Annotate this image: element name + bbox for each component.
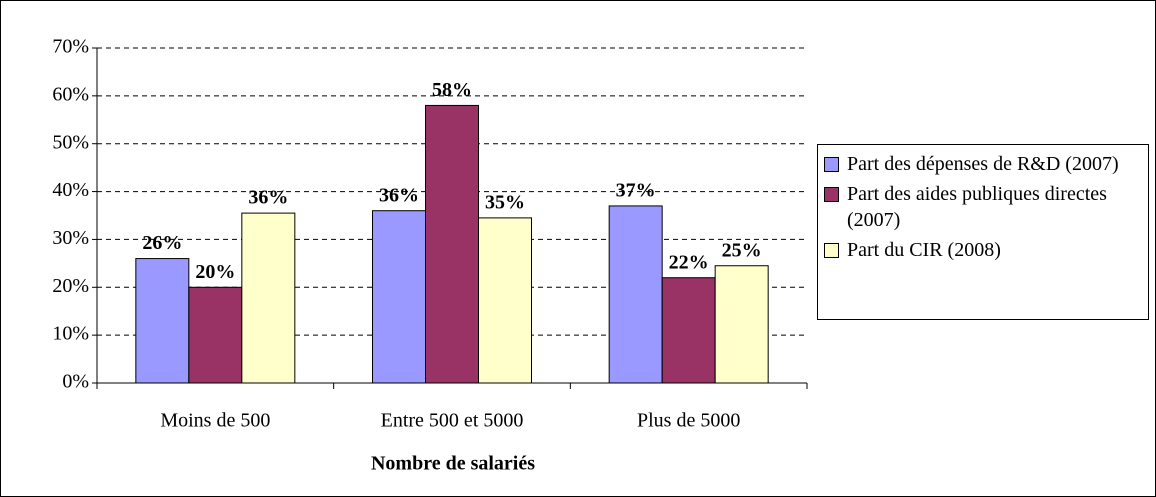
bar <box>188 286 243 384</box>
data-label: 37% <box>616 180 656 202</box>
bar <box>608 205 663 384</box>
data-label: 58% <box>432 79 472 101</box>
legend-swatch <box>824 187 839 202</box>
bar <box>425 104 479 384</box>
bar <box>714 265 769 384</box>
y-tick-label: 30% <box>52 227 89 249</box>
bar <box>372 210 426 384</box>
data-label: 26% <box>142 232 182 254</box>
y-tick-label: 60% <box>52 83 89 105</box>
data-label: 35% <box>485 191 525 213</box>
legend-item: Part du CIR (2008) <box>824 237 1142 263</box>
bar <box>661 277 716 384</box>
bar <box>135 258 190 384</box>
y-tick-label: 20% <box>52 275 89 297</box>
legend-item: Part des dépenses de R&D (2007) <box>824 151 1142 177</box>
y-tick-label: 40% <box>52 179 89 201</box>
legend-swatch <box>824 243 839 258</box>
y-tick-label: 70% <box>52 36 89 58</box>
legend-label: Part des dépenses de R&D (2007) <box>847 153 1119 175</box>
bar <box>478 217 532 384</box>
x-tick-label: Plus de 5000 <box>637 410 740 432</box>
data-label: 20% <box>195 261 235 283</box>
legend-label: Part du CIR (2008) <box>847 239 1001 261</box>
y-tick-label: 10% <box>52 323 89 345</box>
x-tick-label: Entre 500 et 5000 <box>381 410 524 432</box>
data-label: 36% <box>248 187 288 209</box>
data-label: 25% <box>722 239 762 261</box>
data-label: 36% <box>379 184 419 206</box>
bar <box>241 212 296 384</box>
legend-label: Part des aides publiques directes (2007) <box>847 183 1107 231</box>
x-axis-title: Nombre de salariés <box>371 453 535 475</box>
legend: Part des dépenses de R&D (2007) Part des … <box>817 144 1149 320</box>
legend-item: Part des aides publiques directes (2007) <box>824 181 1142 233</box>
legend-swatch <box>824 157 839 172</box>
x-tick-label: Moins de 500 <box>160 410 270 432</box>
y-tick-label: 50% <box>52 131 89 153</box>
y-tick-label: 0% <box>62 371 89 393</box>
data-label: 22% <box>669 251 709 273</box>
